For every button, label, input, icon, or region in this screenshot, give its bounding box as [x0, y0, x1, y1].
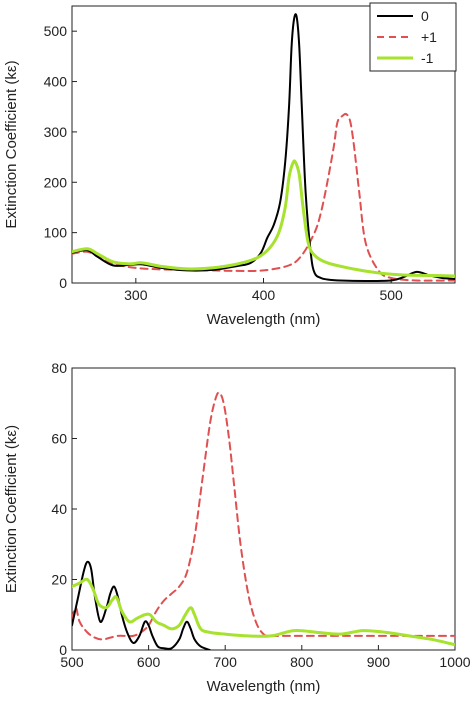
- x-tick-label: 300: [124, 287, 148, 303]
- y-tick-label: 400: [44, 74, 68, 90]
- y-tick-label: 300: [44, 124, 68, 140]
- y-tick-label: 60: [51, 431, 67, 447]
- series-line-minus1: [72, 159, 455, 278]
- bottom-chart-ticks: 500 600 700 800 900 1000 0 20 40 60 80: [51, 360, 470, 670]
- x-tick-label: 600: [137, 654, 161, 670]
- top-chart-x-axis-label: Wavelength (nm): [207, 311, 321, 328]
- x-tick-label: 700: [214, 654, 238, 670]
- x-tick-label: 500: [379, 287, 403, 303]
- y-tick-label: 0: [59, 642, 67, 658]
- top-chart: 300 400 500 0 100 200 300 400 500 Wavelength (nm…: [3, 2, 457, 328]
- y-tick-label: 100: [44, 225, 68, 241]
- series-line-minus1: [72, 577, 455, 647]
- legend-box: [369, 2, 457, 72]
- top-chart-ticks: 300 400 500 0 100 200 300 400 500: [44, 23, 403, 303]
- top-chart-legend: 0 +1 -1: [369, 2, 457, 72]
- y-tick-label: 80: [51, 360, 67, 376]
- y-tick-label: 0: [59, 275, 67, 291]
- x-tick-label: 500: [60, 654, 84, 670]
- bottom-chart-y-axis-label: Extinction Coefficient (kε): [3, 425, 20, 593]
- y-tick-label: 200: [44, 174, 68, 190]
- legend-label-minus1: -1: [421, 50, 434, 66]
- series-line-plus1: [72, 112, 455, 282]
- bottom-chart: 500 600 700 800 900 1000 0 20 40 60 80 Wavelength …: [3, 360, 471, 695]
- bottom-chart-x-axis-label: Wavelength (nm): [207, 678, 321, 695]
- series-line-neutral: [72, 13, 455, 283]
- y-tick-label: 500: [44, 23, 68, 39]
- y-tick-label: 20: [51, 572, 67, 588]
- series-line-plus1: [72, 391, 455, 641]
- top-chart-y-axis-label: Extinction Coefficient (kε): [3, 60, 20, 228]
- bottom-chart-frame: [71, 367, 456, 651]
- top-chart-series: [72, 13, 455, 283]
- x-tick-label: 400: [252, 287, 276, 303]
- legend-label-0: 0: [421, 8, 429, 24]
- x-tick-label: 900: [367, 654, 391, 670]
- legend-label-plus1: +1: [421, 29, 437, 45]
- x-tick-label: 800: [290, 654, 314, 670]
- bottom-chart-series: [72, 391, 455, 650]
- series-line-neutral: [72, 560, 211, 650]
- x-tick-label: 1000: [439, 654, 470, 670]
- y-tick-label: 40: [51, 501, 67, 517]
